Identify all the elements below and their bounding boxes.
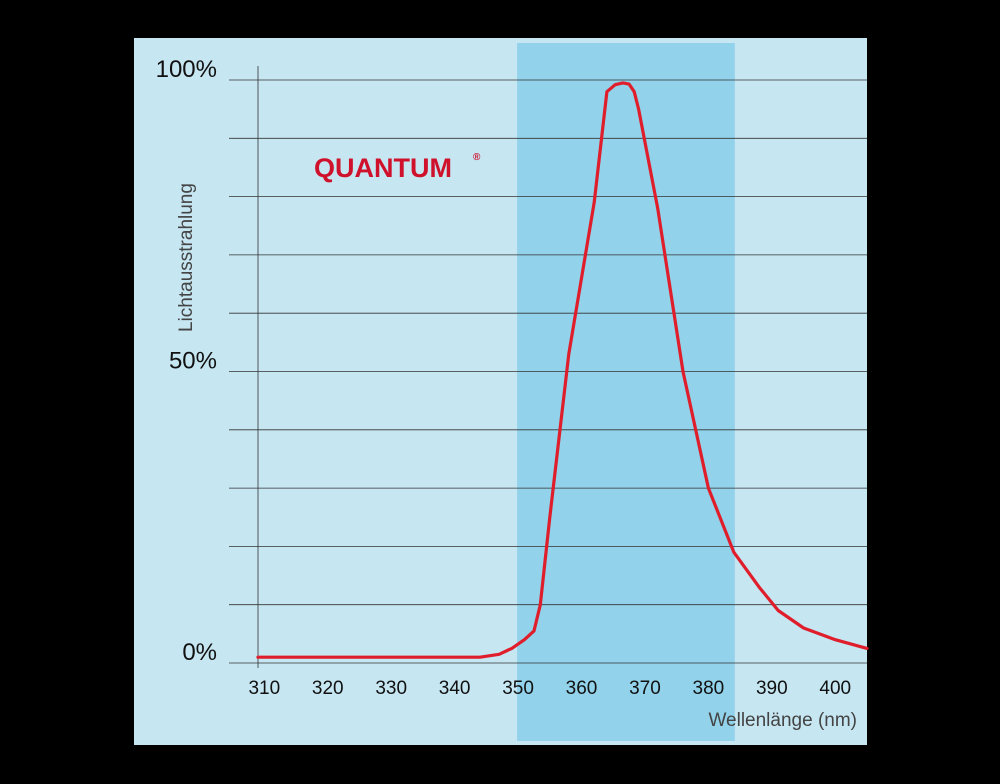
x-tick-label: 370 — [629, 678, 661, 699]
y-tick-label: 100% — [156, 56, 217, 83]
x-axis-title: Wellenlänge (nm) — [708, 710, 857, 731]
x-tick-label: 400 — [819, 678, 851, 699]
x-tick-label: 340 — [439, 678, 471, 699]
gridlines — [229, 79, 867, 664]
brand-logo: QUANTUM ® — [314, 152, 481, 183]
x-tick-labels: 310 320 330 340 350 360 370 380 390 400 — [248, 678, 851, 699]
x-tick-label: 380 — [693, 678, 725, 699]
x-tick-label: 330 — [375, 678, 407, 699]
x-tick-label: 390 — [756, 678, 788, 699]
plot-background — [134, 38, 867, 745]
brand-registered-mark: ® — [473, 152, 481, 163]
y-axis-title: Lichtausstrahlung — [176, 183, 197, 332]
series-line — [256, 81, 869, 659]
x-tick-label: 350 — [502, 678, 534, 699]
y-tick-labels: 0% 50% 100% — [156, 56, 217, 666]
x-tick-label: 310 — [248, 678, 280, 699]
brand-name: QUANTUM — [314, 153, 452, 183]
x-tick-label: 360 — [566, 678, 598, 699]
y-tick-label: 50% — [169, 348, 217, 375]
x-tick-label: 320 — [312, 678, 344, 699]
highlight-band — [517, 43, 735, 741]
y-tick-label: 0% — [182, 639, 217, 666]
